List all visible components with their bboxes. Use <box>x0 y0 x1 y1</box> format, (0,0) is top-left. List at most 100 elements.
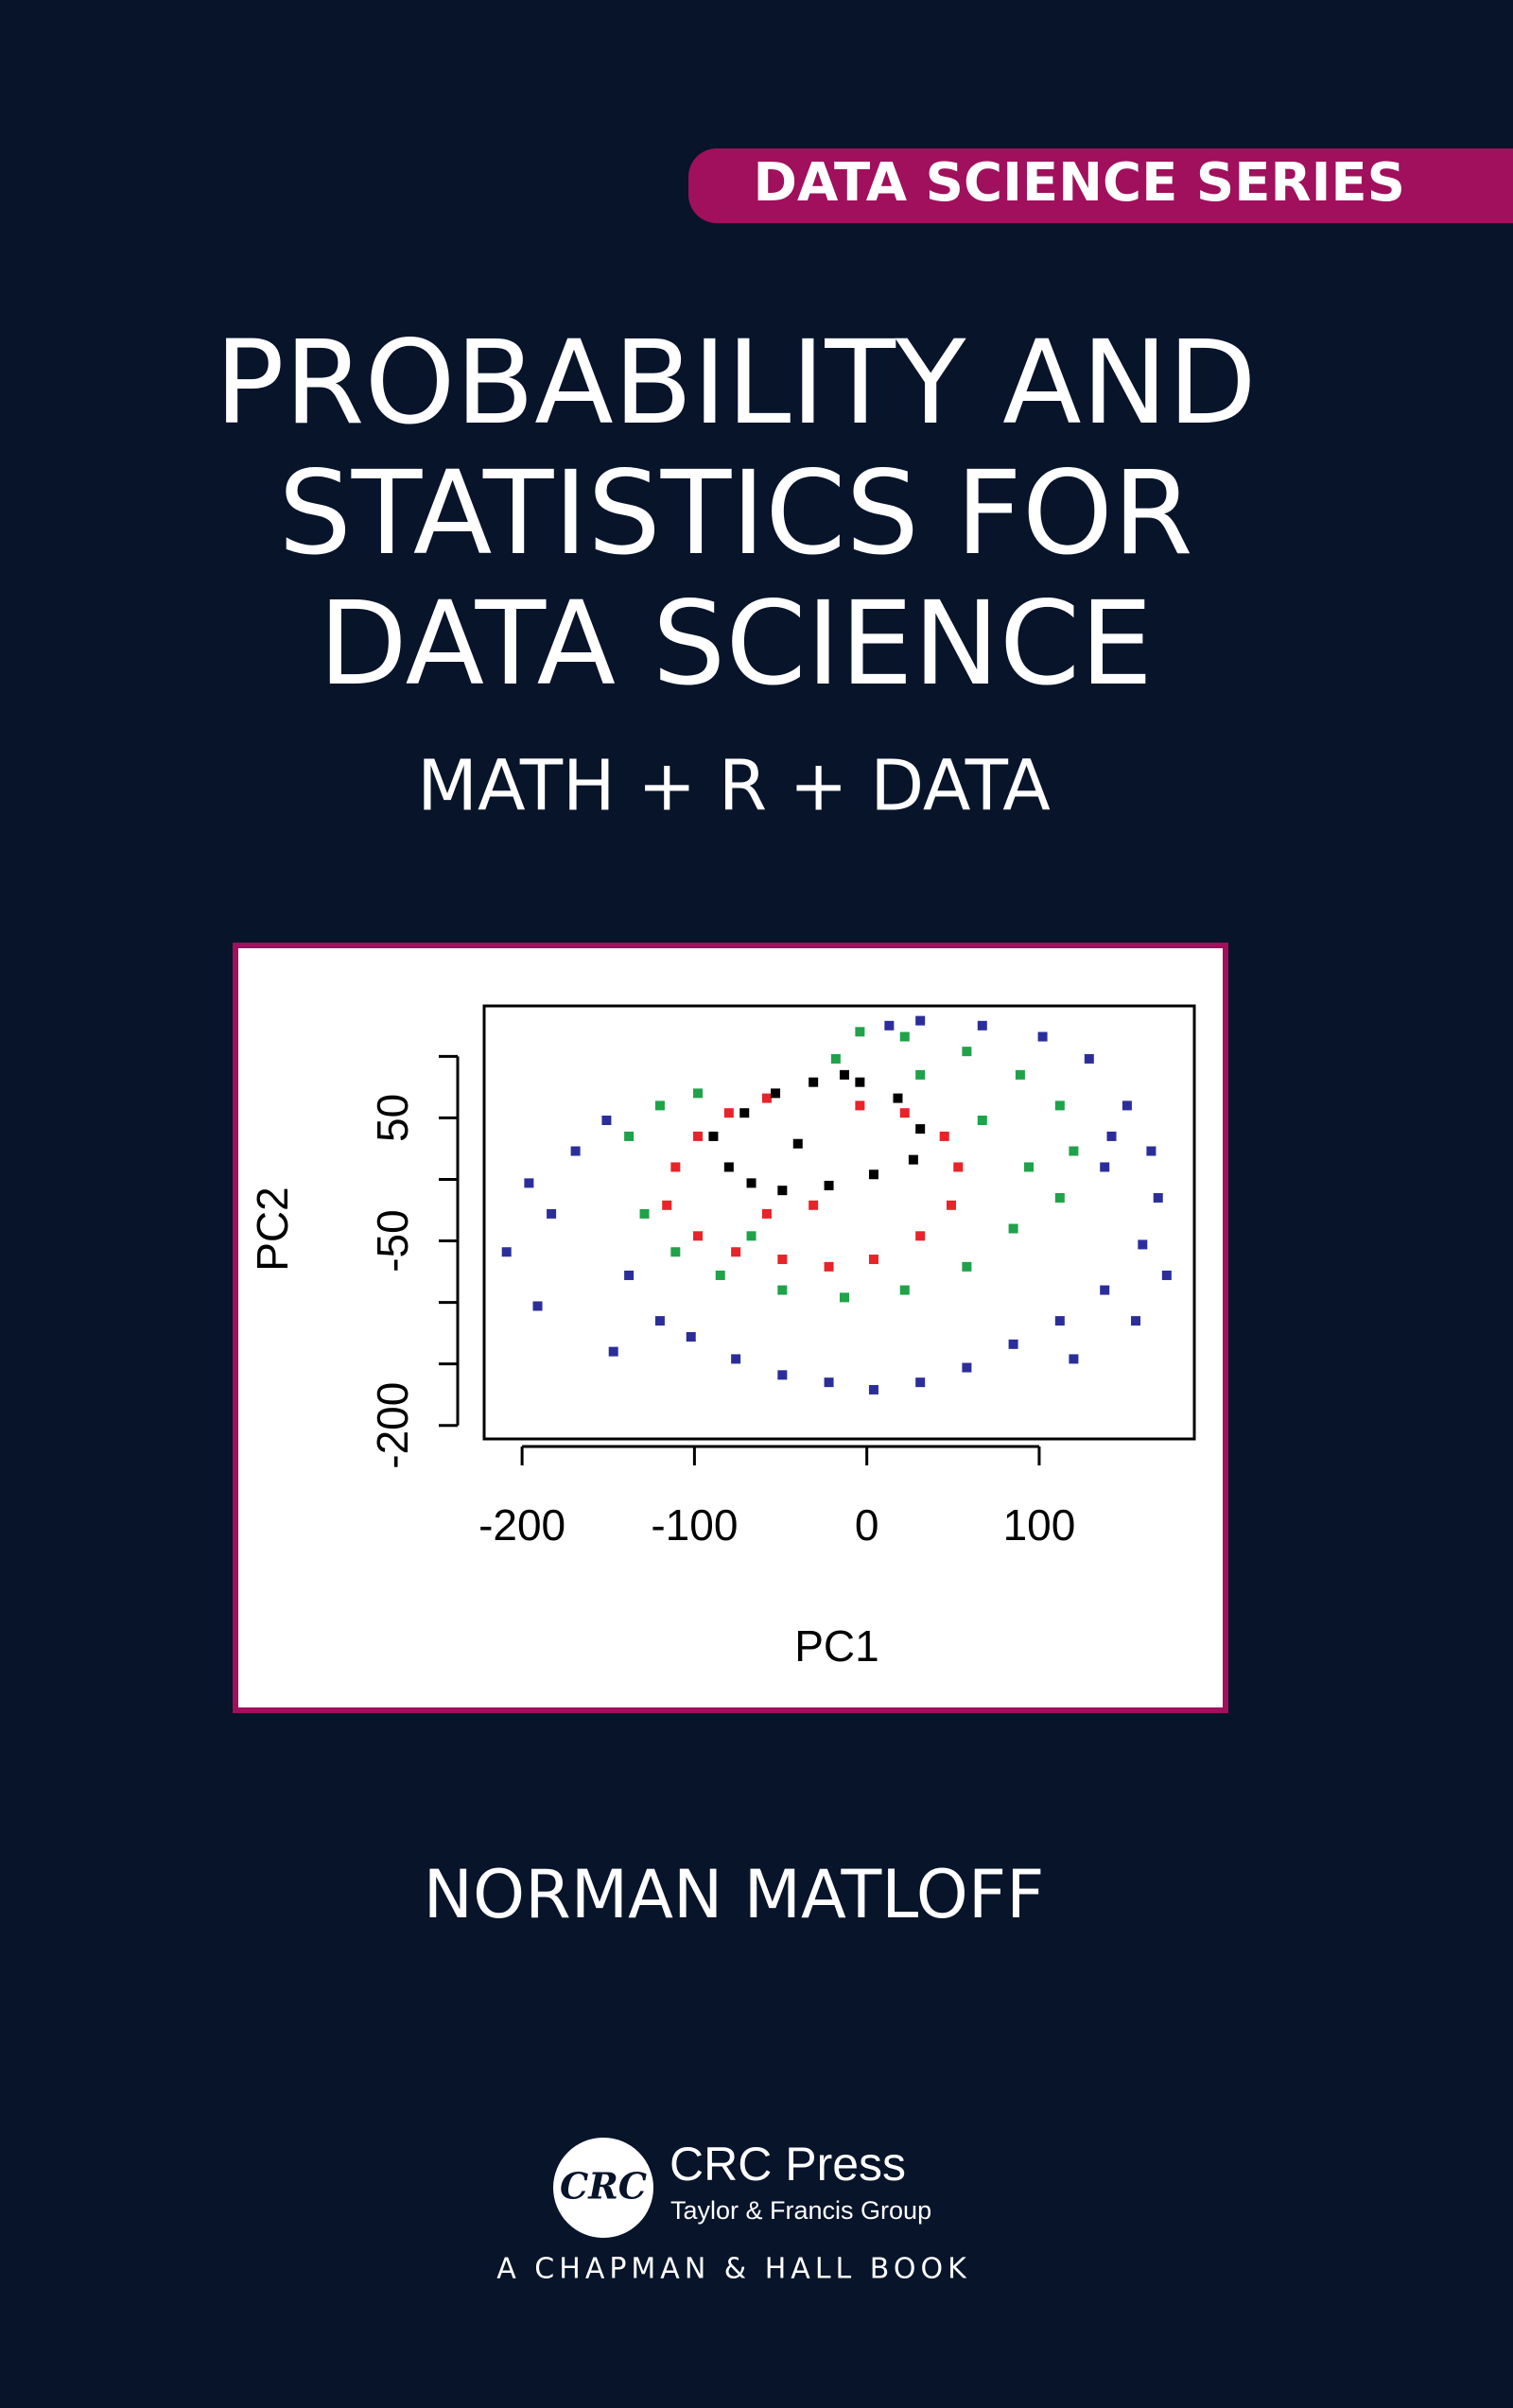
point <box>777 1255 788 1265</box>
point <box>1069 1354 1079 1364</box>
point <box>1146 1146 1156 1156</box>
point <box>1106 1131 1117 1141</box>
point <box>899 1108 910 1118</box>
point <box>708 1131 719 1141</box>
point <box>962 1047 972 1057</box>
point <box>693 1088 704 1099</box>
point <box>693 1231 704 1241</box>
point <box>654 1100 665 1111</box>
point <box>962 1362 972 1373</box>
point <box>761 1093 772 1103</box>
point <box>855 1027 865 1037</box>
point <box>1131 1316 1141 1326</box>
point <box>824 1180 834 1190</box>
point <box>809 1077 819 1087</box>
point <box>915 1015 926 1026</box>
point <box>824 1377 834 1388</box>
point <box>746 1231 756 1241</box>
point <box>547 1208 557 1219</box>
point <box>777 1285 788 1295</box>
point <box>1100 1162 1110 1172</box>
point <box>624 1270 635 1280</box>
point <box>746 1178 756 1188</box>
series-banner <box>688 148 1513 223</box>
point <box>855 1100 865 1111</box>
point <box>824 1261 834 1272</box>
author: NORMAN MATLOFF <box>424 1856 1045 1933</box>
point <box>524 1178 534 1188</box>
point <box>977 1116 987 1126</box>
point <box>868 1384 878 1395</box>
point <box>899 1285 910 1295</box>
point <box>532 1301 543 1311</box>
point <box>1008 1223 1018 1234</box>
point <box>1037 1031 1048 1042</box>
point <box>1100 1285 1110 1295</box>
y-axis-label: PC2 <box>248 1187 297 1271</box>
title-line: STATISTICS FOR <box>278 446 1192 580</box>
point <box>839 1069 849 1080</box>
point <box>1138 1239 1148 1250</box>
point <box>868 1255 878 1265</box>
y-tick-label: -200 <box>368 1382 417 1469</box>
point <box>1054 1100 1065 1111</box>
point <box>731 1247 741 1257</box>
point <box>1069 1146 1079 1156</box>
x-axis-label: PC1 <box>794 1621 878 1671</box>
point <box>1054 1192 1065 1203</box>
point <box>839 1292 849 1303</box>
point <box>915 1377 926 1388</box>
point <box>639 1208 650 1219</box>
point <box>1084 1053 1094 1064</box>
point <box>1161 1270 1172 1280</box>
point <box>1153 1192 1163 1203</box>
publisher-group: Taylor & Francis Group <box>670 2196 931 2225</box>
point <box>693 1131 704 1141</box>
point <box>953 1162 964 1172</box>
point <box>1015 1069 1025 1080</box>
point <box>715 1270 725 1280</box>
point <box>1024 1162 1035 1172</box>
plot-box <box>482 1004 1196 1441</box>
point <box>792 1138 803 1149</box>
point <box>608 1346 618 1357</box>
point <box>855 1077 865 1087</box>
x-tick-label: -200 <box>478 1500 565 1550</box>
point <box>899 1031 910 1042</box>
x-tick-label: 100 <box>1003 1500 1076 1550</box>
point <box>723 1162 734 1172</box>
point <box>771 1088 781 1099</box>
point <box>809 1200 819 1210</box>
point <box>570 1146 581 1156</box>
series-name: DATA SCIENCE SERIES <box>753 152 1405 214</box>
point <box>686 1332 696 1343</box>
point <box>884 1020 895 1031</box>
chart-frame <box>233 943 1228 1713</box>
x-tick-label: 0 <box>855 1500 879 1550</box>
point <box>977 1020 987 1031</box>
point <box>723 1108 734 1118</box>
point <box>777 1370 788 1380</box>
point <box>908 1154 918 1165</box>
point <box>915 1231 926 1241</box>
point <box>1054 1316 1065 1326</box>
point <box>1008 1339 1018 1349</box>
chart: PC1 PC2 -200 -100 0 100 -200 -50 50 <box>248 1004 1196 1671</box>
point <box>915 1124 926 1135</box>
point <box>739 1108 750 1118</box>
point <box>670 1162 681 1172</box>
title-line: DATA SCIENCE <box>319 577 1153 711</box>
point <box>761 1208 772 1219</box>
point <box>777 1186 788 1196</box>
point <box>962 1261 972 1272</box>
point <box>830 1053 841 1064</box>
publisher-name: CRC Press <box>670 2138 906 2191</box>
point <box>946 1200 956 1210</box>
point <box>662 1200 672 1210</box>
logo-text: CRC <box>560 2165 647 2208</box>
point <box>654 1316 665 1326</box>
point <box>1122 1100 1132 1111</box>
point <box>731 1354 741 1364</box>
publisher-logo <box>553 2138 653 2238</box>
